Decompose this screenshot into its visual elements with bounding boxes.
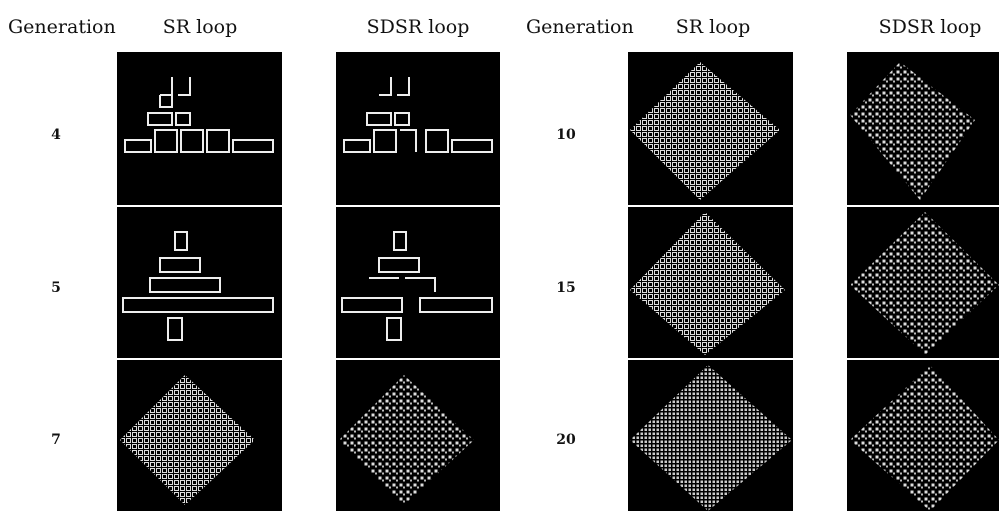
figure: Generation SR loop SDSR loop Generation …: [0, 0, 999, 511]
generation-label: 10: [556, 127, 576, 143]
generation-label: 5: [51, 280, 61, 296]
column-header: SR loop: [163, 16, 237, 38]
panel: [336, 207, 500, 358]
panel: [336, 52, 500, 205]
generation-label: 20: [556, 432, 576, 448]
generation-label: 7: [51, 432, 61, 448]
panel: [117, 207, 282, 358]
column-header: SDSR loop: [879, 16, 982, 38]
column-header: SDSR loop: [367, 16, 470, 38]
generation-label: 4: [51, 127, 61, 143]
column-header: SR loop: [676, 16, 750, 38]
generation-label: 15: [556, 280, 575, 296]
panel: [117, 52, 282, 205]
column-header: Generation: [8, 16, 116, 38]
page: {"left": {"headers": ["Generation", "SR …: [0, 0, 999, 511]
column-header: Generation: [526, 16, 634, 38]
